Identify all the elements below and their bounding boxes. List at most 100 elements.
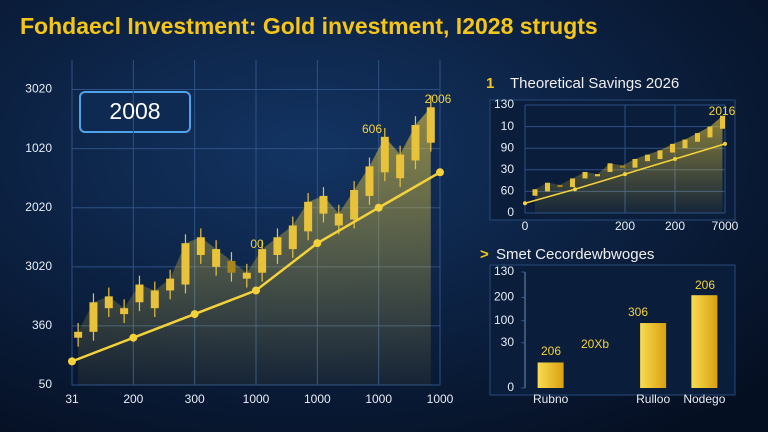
candle-body <box>582 171 588 179</box>
candle-body <box>670 143 675 153</box>
chart-title: Fohdaecl Investment: Gold investment, I2… <box>20 13 598 39</box>
candle-body <box>288 225 297 250</box>
candle-body <box>150 290 159 309</box>
x-tick-label: Rulloo <box>636 392 670 406</box>
candle-body <box>135 284 144 303</box>
y-tick-label: 30 <box>501 162 515 176</box>
candle-body <box>258 249 267 273</box>
y-tick-label: 60 <box>501 184 515 198</box>
x-tick-label: 200 <box>123 392 143 406</box>
y-tick-label: 130 <box>494 97 514 111</box>
candle-body <box>104 296 113 309</box>
candle-body <box>632 159 638 168</box>
candle-body <box>212 249 221 267</box>
candle-body <box>595 174 600 177</box>
y-tick-label: 10 <box>501 119 515 133</box>
y-tick-label: 3020 <box>25 82 52 96</box>
line-point <box>436 168 444 177</box>
candle-body <box>304 201 313 232</box>
line-point <box>523 201 527 206</box>
y-tick-label: 100 <box>494 313 514 327</box>
y-tick-label: 2020 <box>25 200 52 214</box>
candle-body <box>570 178 575 188</box>
line-point <box>68 357 76 366</box>
candle-body <box>74 331 83 338</box>
y-tick-label: 130 <box>494 264 514 278</box>
callout-box <box>79 91 191 133</box>
x-tick-label: 7000 <box>712 219 739 233</box>
chart-title: Smet Cecordewbwoges <box>496 246 654 263</box>
x-tick-label: Rubno <box>533 392 569 406</box>
x-tick-label: 200 <box>665 219 685 233</box>
annotation: 2006 <box>425 92 452 106</box>
candle-body <box>242 272 251 279</box>
y-tick-label: 30 <box>501 335 515 349</box>
line-point <box>252 286 260 295</box>
candle-body <box>557 184 563 188</box>
title-marker: 1 <box>486 75 494 92</box>
candle-body <box>319 195 328 214</box>
x-tick-label: 200 <box>615 219 635 233</box>
chart-title: Theoretical Savings 2026 <box>510 75 679 92</box>
candle-body <box>350 190 359 220</box>
candle-body <box>273 237 282 255</box>
y-tick-label: 1020 <box>25 141 52 155</box>
x-tick-label: 300 <box>185 392 205 406</box>
x-tick-label: 1000 <box>427 392 454 406</box>
line-point <box>190 310 199 319</box>
candle-body <box>334 213 343 226</box>
bar <box>691 295 718 388</box>
y-tick-label: 50 <box>39 377 53 391</box>
line-point <box>623 172 627 177</box>
x-tick-label: 1000 <box>304 392 331 406</box>
line-point <box>573 187 577 192</box>
y-tick-label: 90 <box>501 140 515 154</box>
x-tick-label: 31 <box>65 392 79 406</box>
y-tick-label: 3020 <box>25 259 52 273</box>
x-tick-label: Nodego <box>683 392 725 406</box>
area <box>535 115 723 213</box>
x-tick-label: 1000 <box>365 392 392 406</box>
candle-body <box>545 182 550 192</box>
x-tick-label: 1000 <box>243 392 270 406</box>
candle-body <box>657 150 663 159</box>
line-point <box>374 203 383 212</box>
annotation: 2016 <box>709 104 736 118</box>
bar <box>537 362 564 388</box>
annotation: 2008 <box>109 98 160 124</box>
y-tick-label: 0 <box>507 380 514 394</box>
candle-body <box>426 107 435 143</box>
line-point <box>129 333 138 342</box>
line-point <box>313 239 322 248</box>
candle-body <box>181 243 190 285</box>
candle-body <box>682 139 688 149</box>
area <box>78 107 431 385</box>
line-point <box>723 141 727 146</box>
candle-body <box>380 136 389 173</box>
candle-body <box>607 163 613 172</box>
annotation: 206 <box>541 344 561 358</box>
y-tick-label: 200 <box>494 290 514 304</box>
candle-body <box>365 166 374 196</box>
annotation: 00 <box>250 237 264 251</box>
y-tick-label: 360 <box>32 318 52 332</box>
bar <box>640 323 667 388</box>
annotation: 606 <box>362 122 382 136</box>
candle-body <box>720 115 725 129</box>
candle-body <box>120 308 129 315</box>
y-tick-label: 0 <box>507 205 514 219</box>
candle-body <box>620 165 625 168</box>
candle-body <box>166 278 175 291</box>
line-point <box>673 157 677 161</box>
title-marker: > <box>480 246 489 263</box>
annotation: 206 <box>695 278 715 292</box>
candle-body <box>227 260 236 273</box>
candle-body <box>411 125 420 161</box>
candle-body <box>89 302 98 332</box>
candle-body <box>645 154 650 162</box>
candle-body <box>695 133 700 142</box>
x-tick-label: 0 <box>522 219 529 233</box>
annotation: 20Xb <box>581 337 609 351</box>
candle-body <box>532 189 538 196</box>
